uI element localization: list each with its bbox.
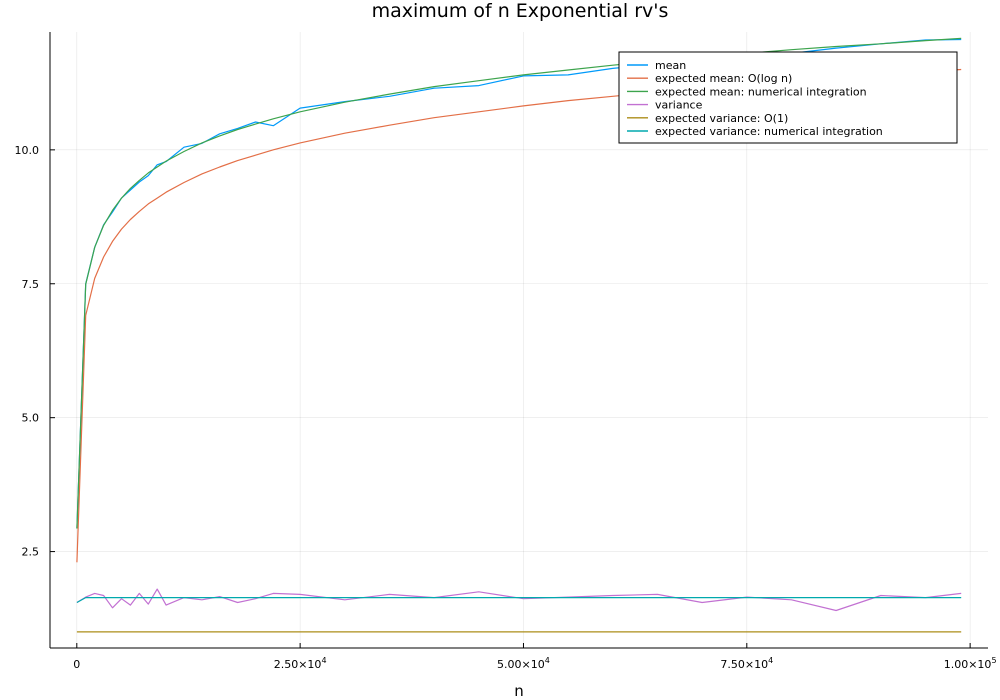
axes — [49, 32, 988, 649]
legend-label: expected mean: numerical integration — [655, 85, 867, 98]
x-axis-ticks: 0 2.50×104 5.00×104 7.50×104 1.00×105 — [73, 643, 997, 671]
legend-label: expected variance: O(1) — [655, 112, 788, 125]
grid — [50, 32, 988, 648]
series-line-4 — [76, 588, 962, 612]
legend-label: mean — [655, 59, 686, 72]
y-tick-label: 7.5 — [22, 278, 40, 291]
x-tick-label: 7.50×104 — [720, 656, 773, 671]
x-tick-mantissa: 2.50×10 — [274, 658, 322, 671]
legend-label: expected variance: numerical integration — [655, 125, 883, 138]
x-tick-mantissa: 7.50×10 — [720, 658, 768, 671]
x-tick-exponent: 4 — [321, 656, 326, 665]
x-tick-mantissa: 1.00×10 — [944, 658, 992, 671]
x-tick-label: 5.00×104 — [497, 656, 550, 671]
y-tick-label: 10.0 — [15, 144, 40, 157]
x-tick-exponent: 4 — [768, 656, 773, 665]
series-line-6 — [76, 596, 962, 604]
x-tick-label: 0 — [73, 658, 80, 671]
legend-box — [618, 51, 958, 144]
x-axis-label: n — [514, 682, 524, 700]
x-tick-mantissa: 5.00×10 — [497, 658, 545, 671]
y-tick-label: 2.5 — [22, 546, 40, 559]
x-tick-exponent: 4 — [545, 656, 550, 665]
x-tick-label: 2.50×104 — [274, 656, 327, 671]
chart-title: maximum of n Exponential rv's — [372, 0, 669, 22]
y-axis-ticks: 2.5 5.0 7.5 10.0 — [15, 144, 55, 559]
y-tick-label: 5.0 — [22, 412, 40, 425]
legend-label: expected mean: O(log n) — [655, 72, 792, 85]
x-tick-exponent: 5 — [991, 656, 996, 665]
x-tick-label: 1.00×105 — [944, 656, 997, 671]
legend-label: variance — [655, 99, 703, 112]
